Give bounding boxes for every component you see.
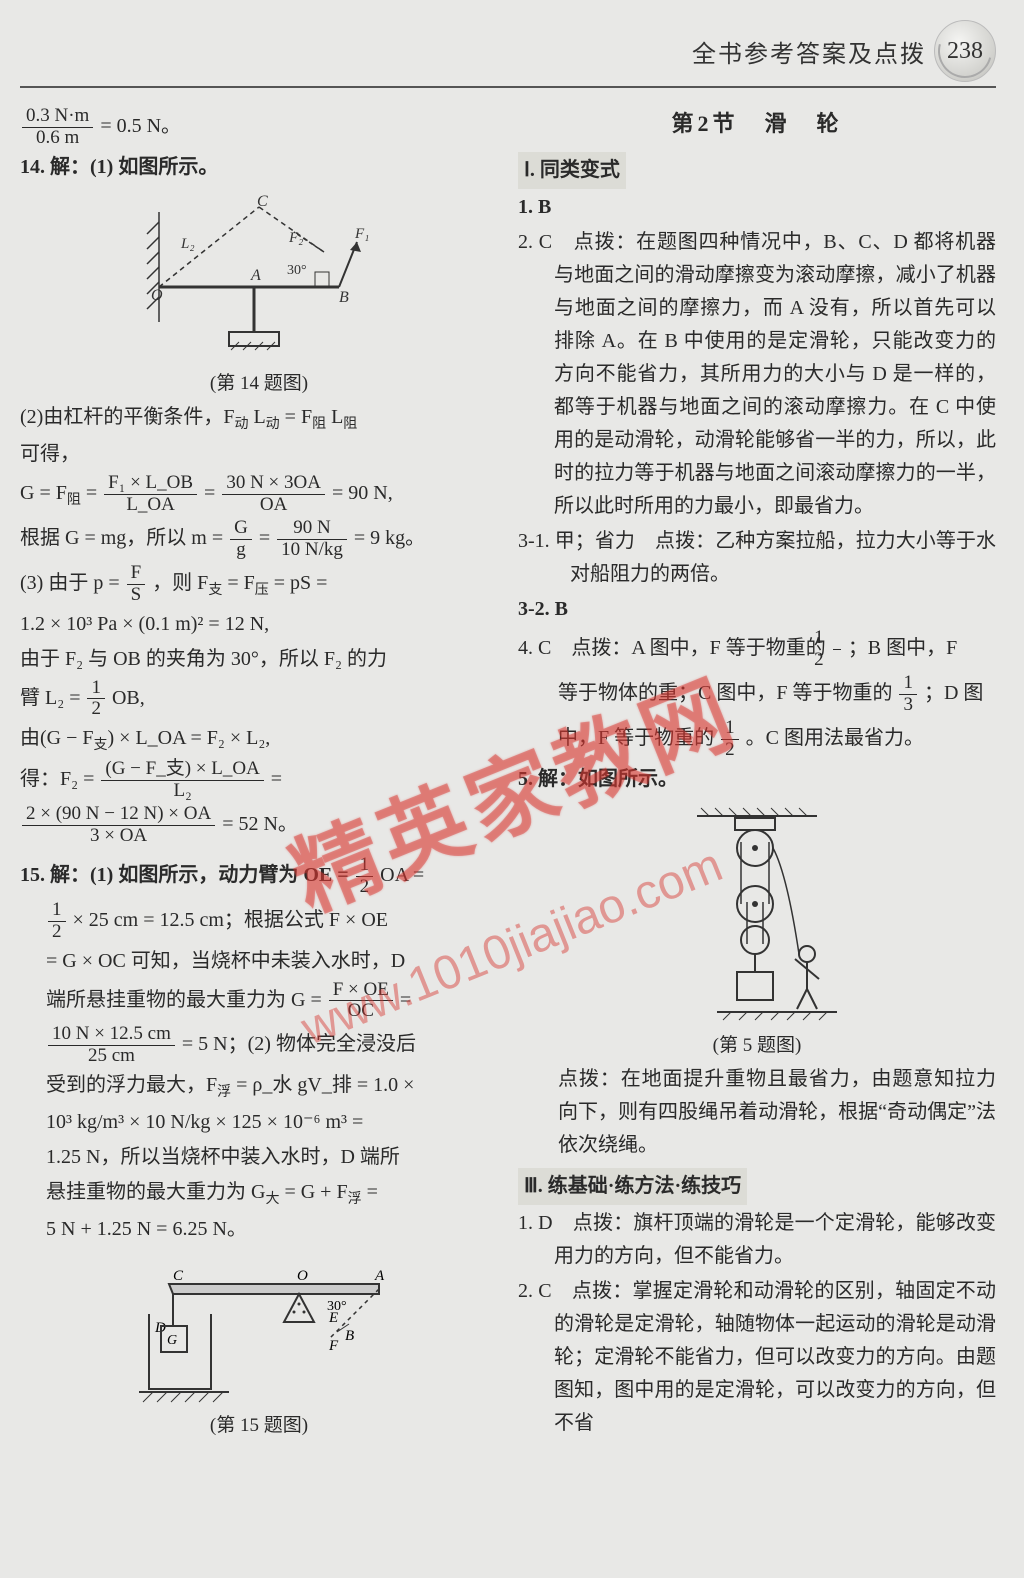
- svg-text:A: A: [374, 1268, 385, 1284]
- q14-mass: 根据 G = mg，所以 m = Gg = 90 N10 N/kg = 9 kg…: [20, 518, 498, 561]
- eq-top: 0.3 N·m 0.6 m = 0.5 N。: [20, 106, 498, 149]
- q15-l4: 端所悬挂重物的最大重力为 G = F × OEOC =: [20, 980, 498, 1023]
- q15-l6: 受到的浮力最大，F浮 = ρ_水 gV_排 = 1.0 ×: [20, 1069, 498, 1104]
- q15-l10: 5 N + 1.25 N = 6.25 N。: [20, 1213, 498, 1246]
- svg-text:O: O: [151, 287, 163, 304]
- q14-p2a: (2)由杠杆的平衡条件，F动 L动 = F阻 L阻: [20, 401, 498, 436]
- q14-p3g: 2 × (90 N − 12 N) × OA3 × OA = 52 N。: [20, 804, 498, 847]
- q14-p3f: 得：F₂ = (G − F_支) × L_OAL₂ =: [20, 759, 498, 802]
- q15-l5: 10 N × 12.5 cm25 cm = 5 N；(2) 物体完全浸没后: [20, 1024, 498, 1067]
- section-title: 第2节 滑 轮: [518, 106, 996, 142]
- svg-text:L₂: L₂: [180, 236, 195, 252]
- q15-l8: 1.25 N，所以当烧杯中装入水时，D 端所: [20, 1141, 498, 1174]
- ans-b1: 1. D 点拨：旗杆顶端的滑轮是一个定滑轮，能够改变用力的方向，但不能省力。: [518, 1207, 996, 1273]
- svg-text:C: C: [257, 193, 268, 210]
- q14-g-eq: G = F阻 = F₁ × L_OBL_OA = 30 N × 3OAOA = …: [20, 473, 498, 516]
- svg-text:B: B: [339, 289, 349, 306]
- q15-l7: 10³ kg/m³ × 10 N/kg × 125 × 10⁻⁶ m³ =: [20, 1106, 498, 1139]
- ans-31: 3-1. 甲；省力 点拨：乙种方案拉船，拉力大小等于水对船阻力的两倍。: [518, 525, 996, 591]
- svg-text:G: G: [167, 1333, 177, 1348]
- q15-l9: 悬挂重物的最大重力为 G大 = G + F浮 =: [20, 1176, 498, 1211]
- q14-p2b: 可得，: [20, 438, 498, 471]
- fig15-caption: (第 15 题图): [20, 1410, 498, 1441]
- figure-15: 30° F B E O A C D G: [20, 1254, 498, 1404]
- svg-text:C: C: [173, 1268, 184, 1284]
- ans-32: 3-2. B: [518, 593, 996, 626]
- ans-5-head: 5. 解：如图所示。: [518, 763, 996, 796]
- svg-text:B: B: [345, 1328, 354, 1344]
- figure-5-svg: [667, 804, 847, 1024]
- page-number-badge: 238: [934, 20, 996, 82]
- header-title: 全书参考答案及点拨: [692, 34, 926, 69]
- q14-p3d: 臂 L₂ = 12 OB,: [20, 678, 498, 721]
- ans-b2: 2. C 点拨：掌握定滑轮和动滑轮的区别，轴固定不动的滑轮是定滑轮，轴随物体一起…: [518, 1275, 996, 1440]
- left-column: 0.3 N·m 0.6 m = 0.5 N。 14. 解：(1) 如图所示。: [20, 106, 498, 1444]
- ans-5-body: 点拨：在地面提升重物且最省力，由题意知拉力向下，则有四股绳吊着动滑轮，根据“奇动…: [518, 1063, 996, 1162]
- sec3-head: Ⅲ. 练基础·练方法·练技巧: [518, 1168, 996, 1205]
- right-column: 第2节 滑 轮 Ⅰ. 同类变式 1. B 2. C 点拨：在题图四种情况中，B、…: [518, 106, 996, 1444]
- ans-4-l2: 等于物体的重；C 图中，F 等于物重的 13 ；D 图: [518, 673, 996, 716]
- figure-14-svg: O A B C L₂ F₂ F₁ 30°: [139, 192, 379, 362]
- q14-p3b: 1.2 × 10³ Pa × (0.1 m)² = 12 N,: [20, 608, 498, 641]
- fig5-caption: (第 5 题图): [518, 1030, 996, 1061]
- q14-p3e: 由(G − F支) × L_OA = F₂ × L₂,: [20, 722, 498, 757]
- content-columns: 0.3 N·m 0.6 m = 0.5 N。 14. 解：(1) 如图所示。: [20, 106, 996, 1444]
- svg-text:F₁: F₁: [354, 226, 369, 242]
- ans-2: 2. C 点拨：在题图四种情况中，B、C、D 都将机器与地面之间的滑动摩擦变为滚…: [518, 226, 996, 523]
- ans-4-l1: 4. C 点拨：A 图中，F 等于物重的 12 ；B 图中，F: [518, 628, 996, 671]
- svg-text:E: E: [328, 1310, 338, 1326]
- q14-intro: 14. 解：(1) 如图所示。: [20, 151, 498, 184]
- q15-l2: 12 × 25 cm = 12.5 cm；根据公式 F × OE: [20, 900, 498, 943]
- fraction: 0.3 N·m 0.6 m: [22, 106, 93, 149]
- ans-1: 1. B: [518, 191, 996, 224]
- q15-l3: = G × OC 可知，当烧杯中未装入水时，D: [20, 945, 498, 978]
- fig14-caption: (第 14 题图): [20, 368, 498, 399]
- svg-text:A: A: [250, 267, 261, 284]
- sec1-head: Ⅰ. 同类变式: [518, 152, 996, 189]
- figure-5: [518, 804, 996, 1024]
- q14-p3c: 由于 F₂ 与 OB 的夹角为 30°，所以 F₂ 的力: [20, 643, 498, 676]
- svg-text:F: F: [328, 1338, 339, 1354]
- page-root: 全书参考答案及点拨 238 0.3 N·m 0.6 m = 0.5 N。 14.…: [0, 0, 1024, 1464]
- q14-p3a: (3) 由于 p = FS ，则 F支 = F压 = pS =: [20, 563, 498, 606]
- q15-intro: 15. 解：(1) 如图所示，动力臂为 OE = 12 OA =: [20, 855, 498, 898]
- page-header: 全书参考答案及点拨 238: [20, 20, 996, 88]
- figure-15-svg: 30° F B E O A C D G: [129, 1254, 389, 1404]
- svg-text:O: O: [297, 1268, 308, 1284]
- svg-text:30°: 30°: [287, 263, 307, 278]
- ans-4-l3: 中，F 等于物重的 12 。C 图用法最省力。: [518, 718, 996, 761]
- figure-14: O A B C L₂ F₂ F₁ 30°: [20, 192, 498, 362]
- svg-text:F₂: F₂: [288, 230, 303, 246]
- page-number: 238: [947, 38, 983, 65]
